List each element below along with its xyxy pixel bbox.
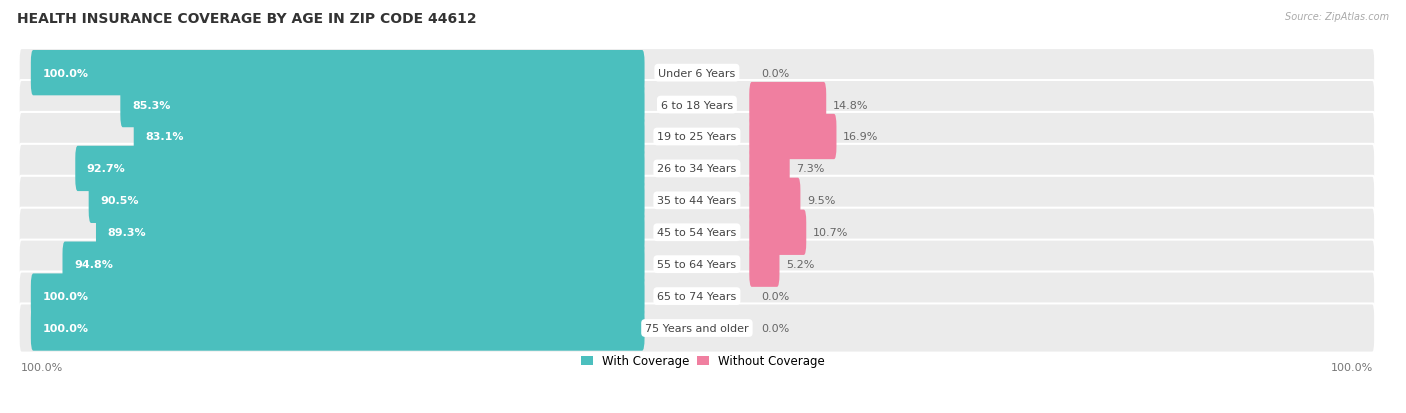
Text: 45 to 54 Years: 45 to 54 Years xyxy=(657,228,737,238)
Text: 85.3%: 85.3% xyxy=(132,100,170,110)
Text: 75 Years and older: 75 Years and older xyxy=(645,323,749,333)
FancyBboxPatch shape xyxy=(18,304,1375,353)
Text: 35 to 44 Years: 35 to 44 Years xyxy=(657,196,737,206)
FancyBboxPatch shape xyxy=(31,51,644,96)
Text: 65 to 74 Years: 65 to 74 Years xyxy=(657,292,737,301)
FancyBboxPatch shape xyxy=(62,242,644,287)
FancyBboxPatch shape xyxy=(31,274,644,319)
Legend: With Coverage, Without Coverage: With Coverage, Without Coverage xyxy=(576,350,830,372)
Text: 92.7%: 92.7% xyxy=(87,164,125,174)
FancyBboxPatch shape xyxy=(749,242,779,287)
Text: 6 to 18 Years: 6 to 18 Years xyxy=(661,100,733,110)
Text: 14.8%: 14.8% xyxy=(832,100,869,110)
Text: 0.0%: 0.0% xyxy=(761,323,789,333)
Text: Under 6 Years: Under 6 Years xyxy=(658,69,735,78)
Text: 83.1%: 83.1% xyxy=(145,132,184,142)
FancyBboxPatch shape xyxy=(134,114,644,160)
Text: HEALTH INSURANCE COVERAGE BY AGE IN ZIP CODE 44612: HEALTH INSURANCE COVERAGE BY AGE IN ZIP … xyxy=(17,12,477,26)
FancyBboxPatch shape xyxy=(18,49,1375,98)
Text: 90.5%: 90.5% xyxy=(100,196,139,206)
FancyBboxPatch shape xyxy=(749,146,790,192)
FancyBboxPatch shape xyxy=(18,176,1375,225)
Text: 26 to 34 Years: 26 to 34 Years xyxy=(657,164,737,174)
FancyBboxPatch shape xyxy=(89,178,644,223)
Text: 100.0%: 100.0% xyxy=(42,323,89,333)
FancyBboxPatch shape xyxy=(18,145,1375,194)
Text: 0.0%: 0.0% xyxy=(761,69,789,78)
Text: 16.9%: 16.9% xyxy=(844,132,879,142)
Text: 10.7%: 10.7% xyxy=(813,228,848,238)
Text: 100.0%: 100.0% xyxy=(21,362,63,372)
Text: 89.3%: 89.3% xyxy=(107,228,146,238)
Text: 100.0%: 100.0% xyxy=(42,292,89,301)
FancyBboxPatch shape xyxy=(18,240,1375,289)
Text: 55 to 64 Years: 55 to 64 Years xyxy=(658,259,737,270)
FancyBboxPatch shape xyxy=(96,210,644,255)
FancyBboxPatch shape xyxy=(121,83,644,128)
Text: 0.0%: 0.0% xyxy=(761,292,789,301)
FancyBboxPatch shape xyxy=(31,306,644,351)
Text: 9.5%: 9.5% xyxy=(807,196,835,206)
FancyBboxPatch shape xyxy=(749,83,827,128)
Text: 19 to 25 Years: 19 to 25 Years xyxy=(657,132,737,142)
Text: Source: ZipAtlas.com: Source: ZipAtlas.com xyxy=(1285,12,1389,22)
Text: 100.0%: 100.0% xyxy=(42,69,89,78)
FancyBboxPatch shape xyxy=(18,113,1375,161)
FancyBboxPatch shape xyxy=(18,81,1375,130)
FancyBboxPatch shape xyxy=(18,208,1375,257)
Text: 7.3%: 7.3% xyxy=(796,164,825,174)
FancyBboxPatch shape xyxy=(749,210,806,255)
Text: 94.8%: 94.8% xyxy=(75,259,112,270)
FancyBboxPatch shape xyxy=(749,178,800,223)
FancyBboxPatch shape xyxy=(18,272,1375,321)
FancyBboxPatch shape xyxy=(749,114,837,160)
Text: 5.2%: 5.2% xyxy=(786,259,814,270)
Text: 100.0%: 100.0% xyxy=(1330,362,1372,372)
FancyBboxPatch shape xyxy=(76,146,644,192)
